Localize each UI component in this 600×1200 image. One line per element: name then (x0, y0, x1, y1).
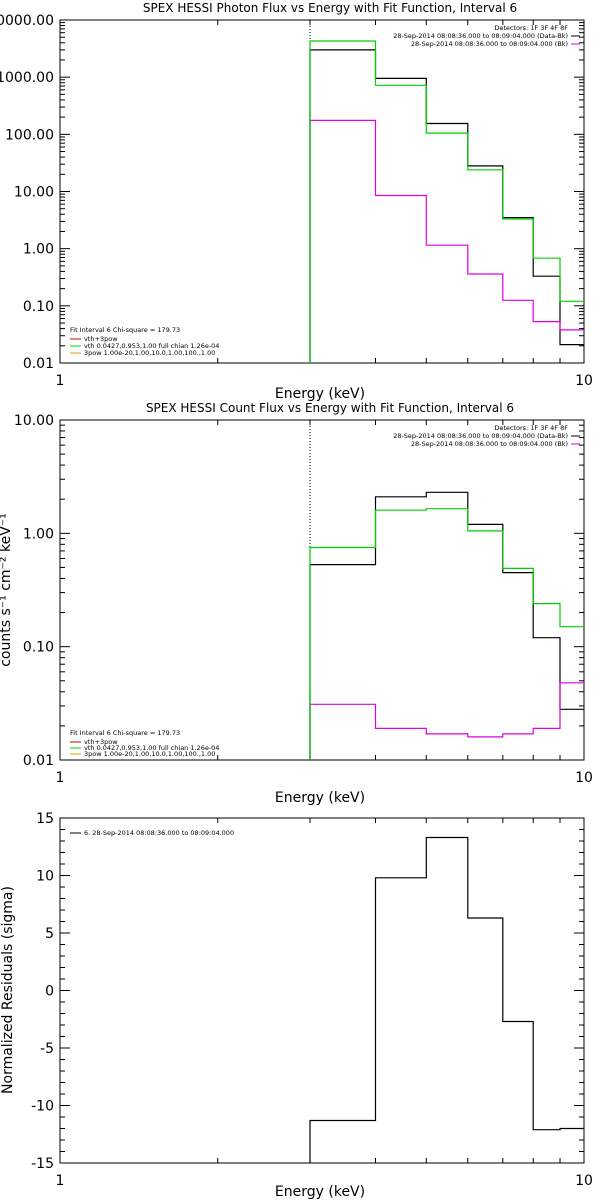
tick-labels: -15 -10 -5 0 5 10 15 1 10 (31, 811, 593, 1189)
y-axis-label: counts s⁻¹ cm⁻² keV⁻¹ (0, 513, 14, 667)
fit-legend: Fit Interval 6 Chi-square = 179.73 vth+3… (70, 729, 219, 758)
y-tick-label: 1.00 (23, 526, 54, 542)
legend-entry: 6. 28-Sep-2014 08:08:36.000 to 08:09:04.… (84, 829, 234, 837)
axis-ticks (59, 817, 584, 1164)
count-flux-panel: SPEX HESSI Count Flux vs Energy with Fit… (0, 401, 593, 806)
legend-entry: vth+3pow (84, 335, 118, 343)
y-tick-label: 10.00 (14, 185, 54, 201)
y-tick-label: -15 (31, 1156, 54, 1172)
y-axis-label: Normalized Residuals (sigma) (0, 886, 16, 1094)
series-line (309, 119, 584, 363)
legend-entry: vth 0.0427,0.953,1.00 full chian 1.26e-0… (84, 744, 219, 752)
legend-entry: vth+3pow (84, 738, 118, 746)
series-group (309, 40, 584, 363)
series-group (309, 836, 584, 1163)
y-tick-label: 1.00 (23, 242, 54, 258)
y-tick-label: 0.01 (23, 356, 54, 372)
legend-entry: 3pow 1.00e-20,1.00,10.0,1.00,100.,1.00 (84, 750, 215, 758)
x-tick-label: 1 (56, 1173, 65, 1189)
y-tick-label: 100.00 (5, 127, 54, 143)
series-line (309, 836, 584, 1163)
y-tick-label: 0.01 (23, 753, 54, 769)
y-tick-label: 0.10 (23, 640, 54, 656)
series-line (309, 49, 584, 363)
fit-legend: Fit Interval 6 Chi-square = 179.73 vth+3… (70, 326, 219, 357)
y-tick-label: 0 (45, 984, 54, 1000)
info-line-2: 28-Sep-2014 08:08:36.000 to 08:09:04.000… (393, 32, 568, 40)
series-line (309, 491, 584, 760)
plot-frame (59, 419, 585, 761)
y-tick-label: 1000.00 (0, 70, 54, 86)
y-tick-label: 10.00 (14, 413, 54, 429)
detector-info: Detectors: 1F 3F 4F 8F 28-Sep-2014 08:08… (393, 424, 580, 448)
x-tick-label: 1 (56, 770, 65, 786)
axis-ticks (59, 19, 584, 364)
info-line-3: 28-Sep-2014 08:08:36.000 to 08:09:04.000… (411, 40, 568, 48)
legend-entry: 3pow 1.00e-20,1.00,10.0,1.00,100.,1.00 (84, 349, 215, 357)
info-line-1: Detectors: 1F 3F 4F 8F (494, 424, 568, 432)
y-tick-label: 10 (36, 869, 54, 885)
info-line-1: Detectors: 1F 3F 4F 8F (494, 24, 568, 32)
tick-labels: 0.01 0.10 1.00 10.00 1 10 (14, 413, 593, 786)
residuals-panel: -15 -10 -5 0 5 10 15 1 10 6. 28-Sep-2014 08:08:3… (0, 811, 593, 1200)
series-line (309, 508, 584, 760)
y-tick-label: -5 (40, 1041, 54, 1057)
y-tick-label: 0.10 (23, 299, 54, 315)
x-tick-label: 10 (575, 770, 593, 786)
series-line (309, 40, 584, 363)
legend-entry: vth 0.0427,0.953,1.00 full chian 1.26e-0… (84, 342, 219, 350)
tick-labels: 0.01 0.10 1.00 10.00 100.00 1000.00 10000.00 1 1… (0, 13, 593, 389)
y-tick-label: 15 (36, 811, 54, 827)
x-axis-label: Energy (keV) (275, 790, 365, 806)
x-tick-label: 10 (575, 373, 593, 389)
info-line-2: 28-Sep-2014 08:08:36.000 to 08:09:04.000… (393, 432, 568, 440)
residual-legend: 6. 28-Sep-2014 08:08:36.000 to 08:09:04.… (70, 829, 234, 837)
y-tick-label: 5 (45, 926, 54, 942)
x-tick-label: 10 (575, 1173, 593, 1189)
legend-header: Fit Interval 6 Chi-square = 179.73 (70, 729, 180, 737)
plot-frame (59, 817, 585, 1164)
plot-frame (59, 19, 585, 364)
chart-title: SPEX HESSI Count Flux vs Energy with Fit… (146, 401, 514, 415)
x-tick-label: 1 (56, 373, 65, 389)
axis-ticks (59, 419, 584, 761)
photon-flux-panel: SPEX HESSI Photon Flux vs Energy with Fi… (0, 1, 593, 402)
detector-info: Detectors: 1F 3F 4F 8F 28-Sep-2014 08:08… (393, 24, 580, 48)
legend-header: Fit Interval 6 Chi-square = 179.73 (70, 326, 180, 334)
y-tick-label: 10000.00 (0, 13, 54, 29)
info-line-3: 28-Sep-2014 08:08:36.000 to 08:09:04.000… (411, 440, 568, 448)
series-line (309, 682, 584, 760)
x-axis-label: Energy (keV) (275, 1184, 365, 1200)
y-tick-label: -10 (31, 1099, 54, 1115)
series-group (309, 491, 584, 760)
chart-title: SPEX HESSI Photon Flux vs Energy with Fi… (143, 1, 517, 15)
x-axis-label: Energy (keV) (275, 386, 365, 402)
